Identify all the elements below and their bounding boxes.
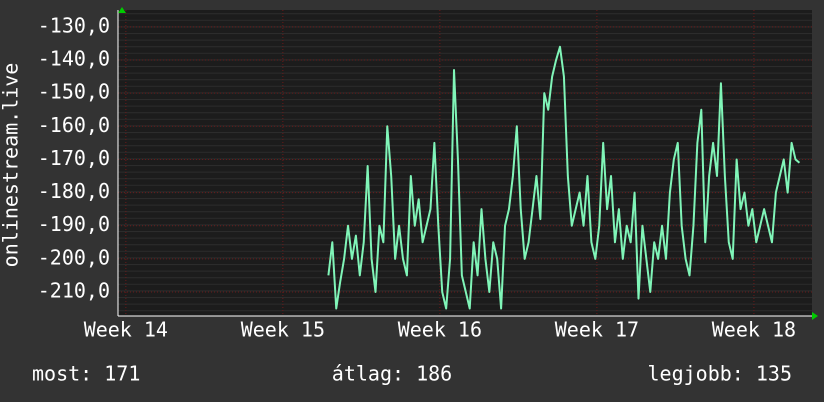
x-tick-label: Week 18 <box>712 318 796 342</box>
y-axis-label: onlinestream.live <box>0 63 23 268</box>
x-tick-label: Week 17 <box>555 318 639 342</box>
footer-text: most: 171 <box>32 362 140 386</box>
footer-text: átlag: 186 <box>332 362 452 386</box>
y-tick-label: -180,0 <box>38 179 110 203</box>
y-tick-label: -130,0 <box>38 13 110 37</box>
y-tick-label: -160,0 <box>38 113 110 137</box>
y-tick-label: -170,0 <box>38 146 110 170</box>
y-tick-label: -200,0 <box>38 245 110 269</box>
axis-arrow <box>118 7 126 13</box>
marks <box>327 45 801 310</box>
y-tick-label: -190,0 <box>38 212 110 236</box>
footer-text: legjobb: 135 <box>648 362 793 386</box>
x-tick-label: Week 15 <box>241 318 325 342</box>
y-tick-label: -140,0 <box>38 47 110 71</box>
x-tick-label: Week 14 <box>84 318 168 342</box>
y-tick-label: -210,0 <box>38 278 110 302</box>
x-tick-label: Week 16 <box>398 318 482 342</box>
y-tick-label: -150,0 <box>38 80 110 104</box>
minor-grid <box>118 10 812 316</box>
axis-arrow <box>812 312 818 320</box>
data-line <box>327 45 801 310</box>
